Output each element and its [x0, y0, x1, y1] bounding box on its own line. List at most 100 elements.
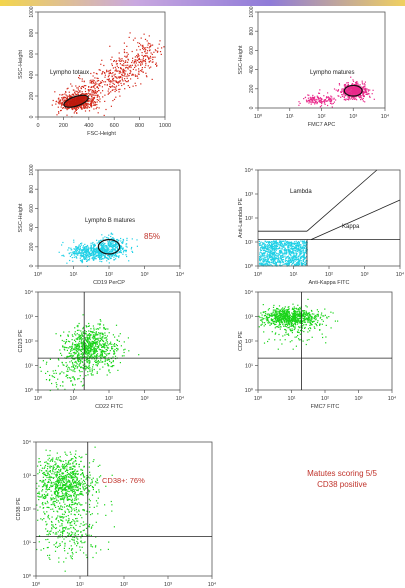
data-point: [90, 101, 92, 103]
data-point: [108, 359, 110, 361]
data-point: [78, 360, 80, 362]
data-point: [87, 252, 89, 254]
data-point: [107, 76, 109, 78]
data-point: [98, 348, 100, 350]
data-point: [52, 376, 54, 378]
data-point: [127, 85, 129, 87]
data-point: [104, 249, 106, 251]
data-point: [271, 259, 273, 262]
data-point: [284, 313, 286, 315]
data-point: [101, 72, 103, 74]
data-point: [360, 95, 362, 97]
data-point: [366, 92, 368, 94]
data-point: [122, 69, 124, 71]
data-point: [90, 245, 92, 247]
data-point: [296, 262, 298, 264]
data-point: [316, 95, 318, 97]
data-point: [118, 255, 120, 257]
data-point: [60, 335, 62, 337]
data-point: [95, 338, 97, 340]
data-point: [298, 259, 300, 261]
data-point: [89, 100, 91, 102]
data-point: [312, 98, 314, 100]
data-point: [302, 251, 304, 253]
data-point: [77, 358, 79, 360]
data-point: [266, 261, 268, 263]
data-point: [85, 255, 87, 257]
data-point: [94, 245, 96, 247]
data-point: [262, 248, 264, 250]
data-point: [287, 308, 290, 310]
data-point: [146, 40, 148, 42]
data-point: [297, 247, 299, 250]
data-point: [309, 313, 311, 316]
data-point: [113, 244, 115, 246]
data-point: [98, 80, 100, 82]
data-point: [149, 60, 152, 62]
data-point: [73, 239, 75, 241]
data-point: [90, 351, 92, 353]
data-point: [110, 243, 112, 245]
data-point: [116, 243, 118, 245]
data-point: [324, 314, 326, 316]
data-point: [100, 332, 102, 334]
data-point: [320, 316, 322, 318]
data-point: [111, 255, 113, 257]
data-point: [295, 318, 297, 320]
data-point: [302, 264, 304, 266]
data-point: [140, 70, 142, 72]
data-point: [61, 94, 63, 96]
data-point: [303, 247, 305, 249]
data-point: [117, 348, 119, 350]
data-point: [298, 260, 300, 262]
data-point: [62, 97, 64, 99]
data-point: [119, 88, 121, 90]
data-point: [119, 362, 121, 364]
data-point: [112, 86, 114, 88]
data-point: [96, 86, 98, 88]
data-point: [90, 356, 92, 358]
data-point: [92, 250, 94, 252]
data-point: [372, 89, 374, 91]
data-point: [92, 325, 94, 327]
data-point: [69, 96, 71, 98]
data-point: [283, 246, 285, 248]
data-point: [137, 42, 139, 44]
data-point: [123, 72, 125, 74]
data-point: [125, 70, 127, 72]
data-point: [146, 46, 148, 49]
data-point: [280, 252, 282, 254]
data-point: [318, 100, 320, 102]
data-point: [87, 352, 89, 354]
data-point: [360, 86, 362, 88]
data-point: [313, 99, 315, 102]
data-point: [81, 78, 83, 80]
data-point: [114, 343, 116, 345]
data-point: [112, 356, 114, 358]
data-point: [271, 259, 273, 261]
data-point: [86, 107, 88, 109]
data-point: [79, 371, 81, 373]
data-point: [313, 317, 315, 319]
data-point: [109, 252, 111, 254]
data-point: [90, 102, 92, 104]
data-point: [70, 360, 73, 362]
data-point: [294, 328, 296, 330]
data-point: [122, 239, 125, 241]
data-point: [286, 250, 288, 252]
x-tick-label: 10⁰: [254, 271, 263, 278]
data-point: [298, 104, 300, 106]
data-point: [95, 338, 97, 340]
data-point: [284, 316, 286, 318]
data-point: [66, 262, 68, 264]
data-point: [75, 247, 77, 249]
data-point: [106, 249, 108, 251]
data-point: [284, 318, 287, 321]
data-point: [304, 261, 306, 263]
data-point: [81, 260, 83, 262]
data-point: [357, 84, 359, 86]
data-point: [96, 342, 98, 344]
data-point: [75, 347, 78, 349]
data-point: [96, 361, 99, 363]
data-point: [93, 258, 95, 260]
